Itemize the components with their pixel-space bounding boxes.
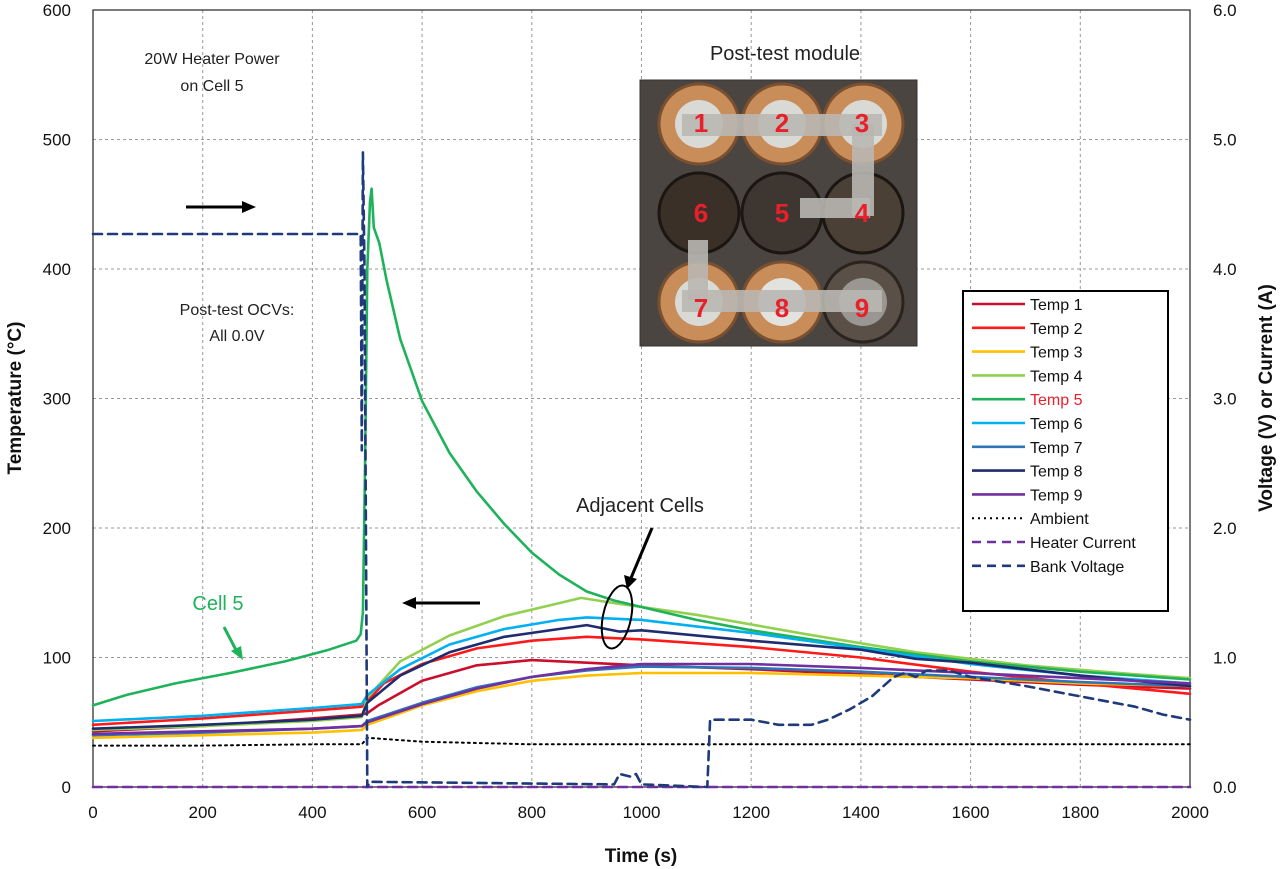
y2-tick-label: 4.0 [1213, 260, 1237, 279]
legend-label: Temp 4 [1030, 368, 1083, 385]
y2-tick-label: 6.0 [1213, 1, 1237, 20]
x-tick-label: 1600 [952, 803, 990, 822]
x-tick-label: 400 [298, 803, 326, 822]
legend-box [962, 290, 1169, 612]
x-tick-label: 800 [518, 803, 546, 822]
y2-tick-label: 2.0 [1213, 519, 1237, 538]
legend-label: Temp 5 [1030, 392, 1083, 409]
x-tick-label: 1000 [623, 803, 661, 822]
legend-label: Temp 6 [1030, 416, 1083, 433]
legend-label: Temp 8 [1030, 464, 1083, 481]
series-line-bank-voltage [91, 151, 1192, 789]
module-photo: 1 2 3 6 5 4 7 8 9 [639, 79, 918, 347]
legend-label: Temp 9 [1030, 487, 1083, 504]
heater-note-line2: on Cell 5 [180, 78, 243, 95]
cell-number-6: 6 [694, 198, 708, 228]
cell5-label: Cell 5 [192, 593, 243, 615]
y-tick-label: 0 [62, 778, 71, 797]
y2-axis-title: Voltage (V) or Current (A) [1256, 284, 1277, 512]
legend-label: Temp 7 [1030, 440, 1083, 457]
y2-tick-label: 5.0 [1213, 131, 1237, 150]
legend-label: Bank Voltage [1030, 559, 1124, 576]
x-tick-label: 1800 [1061, 803, 1099, 822]
cell-number-4: 4 [855, 198, 870, 228]
y-tick-label: 600 [43, 1, 71, 20]
series-line-temp-2 [91, 635, 1192, 727]
y-tick-label: 500 [43, 131, 71, 150]
series-line-temp-5 [91, 187, 1192, 707]
right-arrow-annotation [186, 201, 256, 213]
legend-label: Temp 3 [1030, 345, 1083, 362]
y2-tick-label: 3.0 [1213, 390, 1237, 409]
ocv-note-line2: All 0.0V [209, 328, 264, 345]
x-tick-label: 1200 [732, 803, 770, 822]
x-tick-label: 2000 [1171, 803, 1209, 822]
cell-number-8: 8 [775, 293, 789, 323]
adjacent-cells-label: Adjacent Cells [576, 495, 704, 517]
y-tick-label: 100 [43, 649, 71, 668]
heater-note-line1: 20W Heater Power [144, 51, 280, 68]
x-axis-title: Time (s) [605, 846, 678, 867]
cell5-callout-arrow [222, 626, 243, 660]
x-tick-label: 600 [408, 803, 436, 822]
y2-tick-label: 1.0 [1213, 649, 1237, 668]
cell-number-3: 3 [855, 108, 869, 138]
tick-layer: 0 200 400 600 800 1000 1200 1400 1600 1800 2000010… [43, 1, 1237, 822]
y-tick-label: 200 [43, 519, 71, 538]
photo-title: Post-test module [710, 43, 860, 65]
cell-number-5: 5 [775, 198, 789, 228]
legend-label: Temp 1 [1030, 297, 1083, 314]
series-line-temp-6 [91, 616, 1192, 723]
series-layer [91, 151, 1192, 789]
cell-number-9: 9 [855, 293, 869, 323]
cell-number-1: 1 [694, 108, 708, 138]
series-line-temp-9 [91, 662, 1192, 736]
y-axis-title: Temperature (°C) [5, 322, 26, 475]
ocv-note-line1: Post-test OCVs: [180, 302, 295, 319]
left-arrow-annotation [402, 597, 480, 609]
legend-label: Temp 2 [1030, 321, 1083, 338]
series-line-ambient [92, 736, 1191, 747]
cell-number-2: 2 [775, 108, 789, 138]
x-tick-label: 200 [189, 803, 217, 822]
y-tick-label: 300 [43, 390, 71, 409]
legend: Temp 1 Temp 2 Temp 3 Temp 4 Temp 5 Temp 6 Temp… [962, 290, 1169, 612]
legend-label: Heater Current [1030, 535, 1136, 552]
adjacent-cells-callout [600, 527, 654, 650]
y-tick-label: 400 [43, 260, 71, 279]
x-tick-label: 0 [88, 803, 97, 822]
series-line-temp-8 [91, 623, 1192, 731]
x-tick-label: 1400 [842, 803, 880, 822]
y2-tick-label: 0.0 [1213, 778, 1237, 797]
legend-label: Ambient [1030, 511, 1089, 528]
cell-number-7: 7 [694, 293, 708, 323]
series-line-temp-3 [91, 671, 1192, 740]
